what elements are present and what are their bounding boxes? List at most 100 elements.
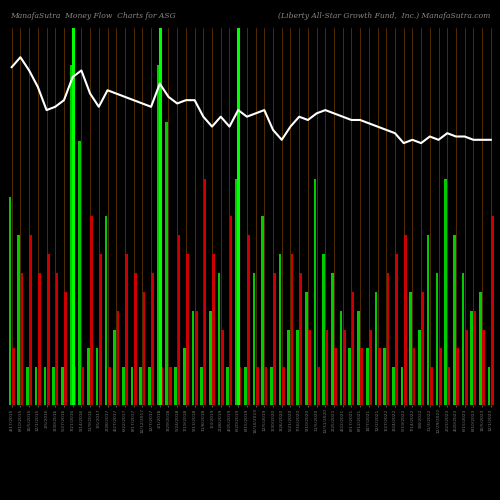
Bar bbox=[352, 292, 354, 405]
Bar bbox=[96, 348, 98, 405]
Bar bbox=[331, 273, 334, 405]
Bar bbox=[178, 235, 180, 405]
Bar bbox=[78, 141, 81, 405]
Text: (Liberty All-Star Growth Fund,  Inc.) ManafaSutra.com: (Liberty All-Star Growth Fund, Inc.) Man… bbox=[278, 12, 490, 20]
Bar bbox=[396, 254, 398, 405]
Bar bbox=[404, 235, 406, 405]
Bar bbox=[174, 367, 177, 405]
Bar bbox=[235, 178, 238, 405]
Bar bbox=[30, 235, 32, 405]
Bar bbox=[186, 254, 189, 405]
Bar bbox=[378, 348, 380, 405]
Bar bbox=[122, 367, 124, 405]
Bar bbox=[296, 330, 299, 405]
Bar bbox=[200, 367, 203, 405]
Bar bbox=[99, 254, 102, 405]
Bar bbox=[427, 235, 430, 405]
Bar bbox=[343, 330, 345, 405]
Bar bbox=[334, 348, 337, 405]
Bar bbox=[87, 348, 90, 405]
Bar bbox=[209, 310, 212, 405]
Bar bbox=[166, 122, 168, 405]
Bar bbox=[169, 367, 172, 405]
Bar bbox=[348, 348, 351, 405]
Bar bbox=[317, 367, 320, 405]
Bar bbox=[148, 367, 150, 405]
Bar bbox=[238, 367, 241, 405]
Bar bbox=[322, 254, 325, 405]
Bar bbox=[366, 348, 368, 405]
Bar bbox=[108, 367, 110, 405]
Bar bbox=[18, 235, 20, 405]
Bar bbox=[152, 273, 154, 405]
Bar bbox=[386, 273, 390, 405]
Bar bbox=[35, 367, 37, 405]
Bar bbox=[278, 254, 281, 405]
Bar bbox=[26, 367, 29, 405]
Bar bbox=[470, 310, 473, 405]
Bar bbox=[456, 348, 459, 405]
Bar bbox=[422, 292, 424, 405]
Bar bbox=[221, 330, 224, 405]
Bar bbox=[444, 178, 447, 405]
Bar bbox=[73, 367, 76, 405]
Bar bbox=[44, 367, 46, 405]
Bar bbox=[462, 273, 464, 405]
Bar bbox=[374, 292, 377, 405]
Bar bbox=[291, 254, 294, 405]
Bar bbox=[392, 367, 394, 405]
Bar bbox=[430, 367, 433, 405]
Bar bbox=[142, 292, 146, 405]
Bar bbox=[204, 178, 206, 405]
Bar bbox=[70, 65, 72, 405]
Bar bbox=[410, 292, 412, 405]
Bar bbox=[82, 367, 84, 405]
Bar bbox=[244, 367, 246, 405]
Bar bbox=[340, 310, 342, 405]
Bar bbox=[314, 178, 316, 405]
Bar bbox=[360, 348, 363, 405]
Bar bbox=[465, 330, 468, 405]
Bar bbox=[282, 367, 285, 405]
Bar bbox=[357, 310, 360, 405]
Bar bbox=[195, 310, 198, 405]
Bar bbox=[252, 273, 256, 405]
Bar bbox=[61, 367, 64, 405]
Bar bbox=[56, 273, 58, 405]
Bar bbox=[157, 65, 160, 405]
Bar bbox=[247, 235, 250, 405]
Bar bbox=[418, 330, 421, 405]
Bar bbox=[160, 367, 163, 405]
Bar bbox=[436, 273, 438, 405]
Bar bbox=[52, 367, 55, 405]
Bar bbox=[116, 310, 119, 405]
Bar bbox=[47, 254, 50, 405]
Bar bbox=[212, 254, 215, 405]
Bar bbox=[256, 367, 258, 405]
Bar bbox=[140, 367, 142, 405]
Bar bbox=[126, 254, 128, 405]
Bar bbox=[482, 330, 485, 405]
Text: ManafaSutra  Money Flow  Charts for ASG: ManafaSutra Money Flow Charts for ASG bbox=[10, 12, 176, 20]
Bar bbox=[12, 348, 14, 405]
Bar bbox=[264, 367, 268, 405]
Bar bbox=[448, 367, 450, 405]
Bar bbox=[384, 348, 386, 405]
Bar bbox=[130, 367, 134, 405]
Bar bbox=[270, 367, 272, 405]
Bar bbox=[262, 216, 264, 405]
Bar bbox=[326, 330, 328, 405]
Bar bbox=[8, 198, 12, 405]
Bar bbox=[453, 235, 456, 405]
Bar bbox=[134, 273, 136, 405]
Bar bbox=[305, 292, 308, 405]
Bar bbox=[412, 348, 416, 405]
Bar bbox=[491, 216, 494, 405]
Bar bbox=[230, 216, 232, 405]
Bar bbox=[474, 310, 476, 405]
Bar bbox=[113, 330, 116, 405]
Bar bbox=[90, 216, 93, 405]
Bar bbox=[38, 273, 41, 405]
Bar bbox=[300, 273, 302, 405]
Bar bbox=[218, 273, 220, 405]
